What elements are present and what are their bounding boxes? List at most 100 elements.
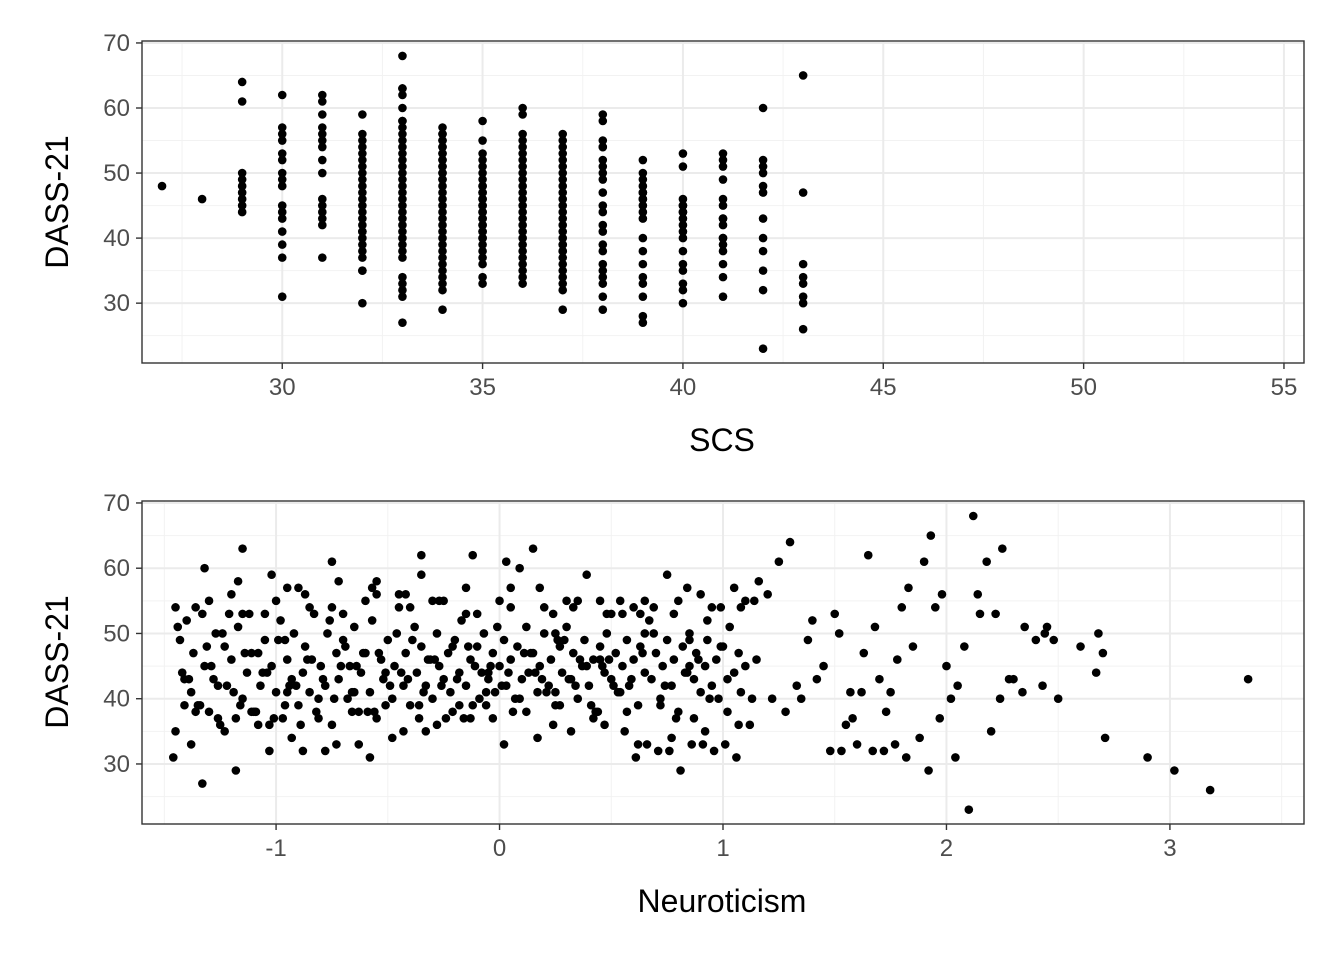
data-point — [638, 201, 648, 210]
data-point — [622, 707, 632, 717]
data-point — [518, 110, 527, 119]
data-point — [703, 616, 712, 625]
data-point — [455, 700, 464, 710]
data-point — [287, 674, 297, 684]
data-point — [720, 740, 730, 749]
data-point — [859, 648, 869, 658]
data-point — [678, 285, 688, 295]
data-point — [341, 642, 350, 651]
data-point — [508, 707, 518, 717]
data-point — [237, 97, 247, 106]
data-point — [305, 603, 314, 612]
data-point — [481, 700, 491, 710]
data-point — [689, 674, 699, 684]
data-point — [398, 279, 407, 288]
data-point — [421, 681, 431, 690]
data-point — [926, 531, 936, 540]
data-point — [329, 694, 339, 704]
data-point — [238, 609, 247, 619]
data-point — [186, 740, 196, 749]
y-tick-label: 70 — [103, 30, 130, 57]
data-point — [277, 292, 287, 301]
top-panel-border — [141, 40, 1305, 364]
data-point — [709, 746, 719, 756]
data-point — [189, 648, 198, 658]
data-point — [398, 162, 407, 171]
data-point — [515, 694, 524, 704]
data-point — [247, 707, 256, 717]
data-point — [398, 175, 407, 184]
data-point — [437, 681, 446, 690]
data-point — [519, 648, 529, 658]
data-point — [398, 84, 407, 93]
data-point — [696, 590, 705, 599]
data-point — [358, 266, 367, 275]
data-point — [277, 175, 287, 184]
data-point — [798, 71, 808, 80]
data-point — [598, 168, 608, 178]
data-point — [620, 727, 629, 736]
data-point — [405, 700, 415, 710]
data-point — [231, 713, 241, 723]
data-point — [367, 616, 377, 625]
data-point — [595, 655, 605, 664]
data-point — [244, 609, 254, 619]
data-point — [904, 583, 913, 593]
data-point — [334, 576, 343, 586]
data-point — [638, 233, 648, 243]
data-point — [518, 168, 527, 178]
data-point — [537, 674, 547, 684]
data-point — [478, 201, 487, 210]
data-point — [573, 694, 583, 704]
data-point — [318, 220, 327, 230]
data-point — [640, 668, 650, 677]
data-point — [336, 661, 346, 671]
y-tick-label: 60 — [103, 95, 130, 122]
data-point — [718, 149, 728, 158]
data-point — [589, 713, 598, 723]
data-point — [438, 201, 447, 210]
y-tick-label: 30 — [103, 290, 130, 317]
data-point — [280, 700, 290, 710]
data-point — [374, 648, 384, 658]
data-point — [558, 194, 568, 204]
data-point — [562, 622, 571, 632]
data-point — [678, 194, 688, 204]
data-point — [700, 661, 710, 671]
data-point — [294, 583, 303, 593]
data-point — [593, 707, 603, 717]
data-point — [647, 674, 656, 684]
data-point — [568, 603, 578, 612]
data-point — [490, 687, 500, 697]
data-point — [438, 227, 447, 236]
data-point — [558, 201, 568, 210]
data-point — [180, 700, 189, 710]
data-point — [277, 214, 287, 223]
data-point — [975, 609, 985, 619]
data-point — [370, 707, 379, 717]
data-point — [387, 733, 397, 743]
data-point — [271, 687, 281, 697]
data-point — [897, 603, 907, 612]
data-point — [705, 694, 714, 704]
data-point — [868, 746, 878, 756]
data-point — [825, 746, 835, 756]
data-point — [438, 162, 447, 171]
data-point — [522, 707, 531, 717]
data-point — [640, 629, 650, 638]
data-point — [338, 609, 348, 619]
data-point — [798, 259, 808, 269]
data-point — [332, 740, 341, 749]
data-point — [752, 655, 761, 664]
data-point — [803, 635, 813, 645]
data-point — [518, 246, 527, 256]
data-point — [398, 116, 407, 126]
data-point — [438, 175, 447, 184]
data-point — [982, 557, 991, 566]
data-point — [233, 576, 243, 586]
data-point — [638, 311, 648, 321]
data-point — [890, 740, 900, 749]
data-point — [846, 687, 855, 697]
data-point — [678, 279, 688, 288]
data-point — [518, 253, 527, 262]
